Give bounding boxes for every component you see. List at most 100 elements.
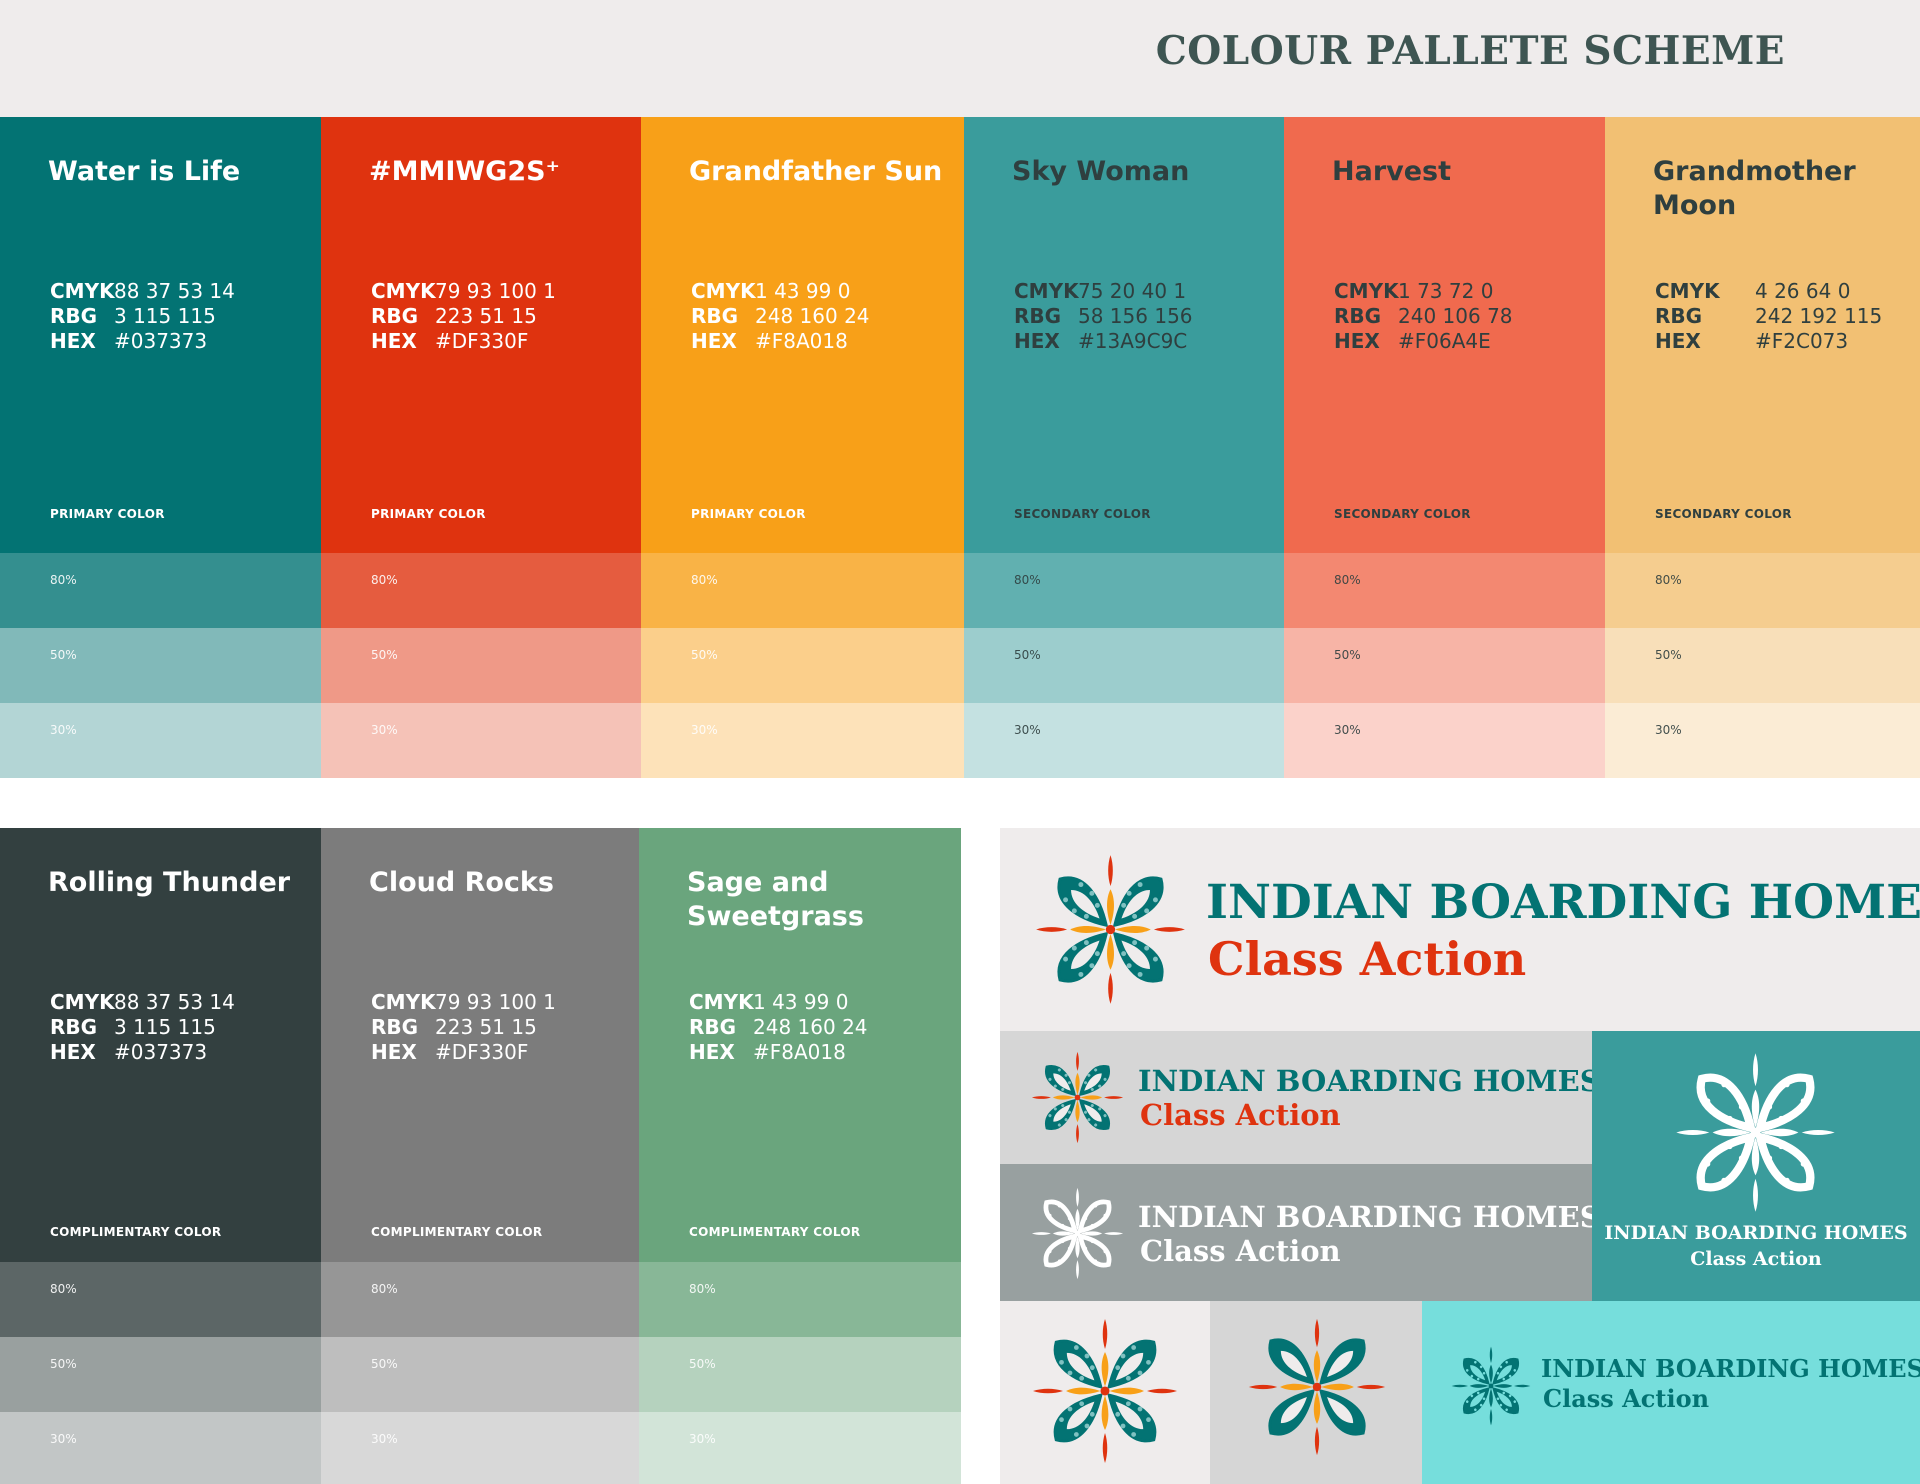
cmyk-value-row: CMYK75 20 40 1 (1014, 279, 1193, 304)
cmyk-value: 88 37 53 14 (114, 279, 235, 303)
hex-value-label: HEX (689, 1040, 735, 1064)
swatch-specs: CMYK88 37 53 14 RBG 3 115 115 HEX #037373 (50, 990, 235, 1065)
tint-label: 80% (1014, 573, 1041, 587)
rgb-value: 3 115 115 (114, 304, 216, 328)
swatch-name: Sage and Sweetgrass (687, 867, 864, 932)
tint-label: 30% (1655, 723, 1682, 737)
hex-value: #037373 (114, 1040, 208, 1064)
rgb-value: 3 115 115 (114, 1015, 216, 1039)
rgb-value-row: RBG 248 160 24 (691, 304, 870, 329)
tint-block: 30% (639, 1412, 961, 1484)
tint-block: 50% (1605, 628, 1920, 703)
cmyk-value-label: CMYK (689, 990, 754, 1014)
cmyk-value-label: CMYK (1655, 279, 1720, 303)
tint-label: 50% (691, 648, 718, 662)
page-header: COLOUR PALLETE SCHEME (0, 0, 1920, 117)
tint-label: 80% (689, 1282, 716, 1296)
rgb-value-row: RBG 58 156 156 (1014, 304, 1193, 329)
swatch-specs: CMYK1 73 72 0 RBG 240 106 78 HEX #F06A4E (1334, 279, 1513, 354)
tint-label: 80% (1334, 573, 1361, 587)
logo-title-stacked: INDIAN BOARDING HOMES (1604, 1222, 1908, 1244)
flower-logo-teal-icon (1450, 1345, 1532, 1427)
swatch-name: Rolling Thunder (48, 867, 291, 898)
hex-value: #037373 (114, 329, 208, 353)
hex-value-label: HEX (1014, 329, 1060, 353)
tint-block: 30% (641, 703, 964, 778)
swatch-role: PRIMARY COLOR (371, 507, 486, 521)
rgb-value-row: RBG 3 115 115 (50, 304, 235, 329)
swatch-role: COMPLIMENTARY COLOR (371, 1225, 543, 1239)
tint-block: 30% (321, 1412, 639, 1484)
swatch-specs: CMYK75 20 40 1 RBG 58 156 156 HEX #13A9C9C (1014, 279, 1193, 354)
cmyk-value-row: CMYK88 37 53 14 (50, 279, 235, 304)
cmyk-value-row: CMYK88 37 53 14 (50, 990, 235, 1015)
tint-block: 80% (0, 1262, 321, 1337)
rgb-value-label: RBG (1014, 304, 1062, 328)
swatch-specs: CMYK79 93 100 1 RBG 223 51 15 HEX #DF330F (371, 990, 556, 1065)
tint-block: 30% (0, 1412, 321, 1484)
tint-label: 30% (50, 1432, 77, 1446)
tint-block: 50% (1284, 628, 1605, 703)
swatch-specs: CMYK79 93 100 1 RBG 223 51 15 HEX #DF330F (371, 279, 556, 354)
swatch-specs: CMYK1 43 99 0 RBG 248 160 24 HEX #F8A018 (689, 990, 868, 1065)
rgb-value-row: RBG 223 51 15 (371, 1015, 556, 1040)
color-swatch: Grandmother Moon CMYK 4 26 64 0 RBG 242 192 … (1605, 117, 1920, 778)
tint-block: 30% (0, 703, 321, 778)
tint-label: 50% (1334, 648, 1361, 662)
swatch-main-color (641, 117, 964, 553)
tint-block: 80% (641, 553, 964, 628)
cmyk-value-row: CMYK1 43 99 0 (691, 279, 870, 304)
tint-label: 80% (50, 1282, 77, 1296)
tint-label: 30% (1014, 723, 1041, 737)
hex-value-row: HEX #DF330F (371, 329, 556, 354)
rgb-value-row: RBG 223 51 15 (371, 304, 556, 329)
hex-value-row: HEX #F06A4E (1334, 329, 1513, 354)
logo-subtitle: Class Action (1208, 932, 1527, 986)
tint-label: 50% (50, 1357, 77, 1371)
tint-label: 50% (1655, 648, 1682, 662)
tint-label: 50% (371, 648, 398, 662)
swatch-role: SECONDARY COLOR (1334, 507, 1471, 521)
hex-value-row: HEX #F2C073 (1655, 329, 1882, 354)
tint-label: 30% (691, 723, 718, 737)
rgb-value: 223 51 15 (435, 304, 537, 328)
tint-label: 80% (371, 573, 398, 587)
rgb-value-label: RBG (50, 1015, 98, 1039)
swatch-role: PRIMARY COLOR (50, 507, 165, 521)
cmyk-value-label: CMYK (371, 279, 436, 303)
swatch-role: COMPLIMENTARY COLOR (689, 1225, 861, 1239)
tint-label: 30% (50, 723, 77, 737)
hex-value-label: HEX (50, 329, 96, 353)
color-swatch: Water is Life CMYK88 37 53 14 RBG 3 115 115… (0, 117, 321, 778)
cmyk-value-label: CMYK (50, 990, 115, 1014)
rgb-value-label: RBG (50, 304, 98, 328)
cmyk-value-label: CMYK (50, 279, 115, 303)
logo-subtitle-small: Class Action (1140, 1098, 1341, 1132)
rgb-value-label: RBG (1334, 304, 1382, 328)
tint-block: 80% (1284, 553, 1605, 628)
hex-value: #F06A4E (1398, 329, 1491, 353)
swatch-main-color (1284, 117, 1605, 553)
rgb-value-label: RBG (689, 1015, 737, 1039)
swatch-main-color (1605, 117, 1920, 553)
cmyk-value-row: CMYK 4 26 64 0 (1655, 279, 1882, 304)
cmyk-value: 1 43 99 0 (753, 990, 849, 1014)
tint-label: 30% (371, 1432, 398, 1446)
rgb-value-label: RBG (371, 1015, 419, 1039)
hex-value-label: HEX (691, 329, 737, 353)
cmyk-value: 1 43 99 0 (755, 279, 851, 303)
tint-block: 50% (321, 628, 641, 703)
cmyk-value-label: CMYK (691, 279, 756, 303)
hex-value-label: HEX (1655, 329, 1701, 353)
swatch-role: SECONDARY COLOR (1014, 507, 1151, 521)
swatch-role: PRIMARY COLOR (691, 507, 806, 521)
cmyk-value-row: CMYK79 93 100 1 (371, 279, 556, 304)
tint-block: 50% (964, 628, 1284, 703)
tint-block: 80% (639, 1262, 961, 1337)
rgb-value: 223 51 15 (435, 1015, 537, 1039)
color-swatch: Grandfather Sun CMYK1 43 99 0 RBG 248 160 2… (641, 117, 964, 778)
swatch-name: Harvest (1332, 156, 1452, 187)
rgb-value-label: RBG (691, 304, 739, 328)
hex-value: #DF330F (435, 329, 529, 353)
tint-label: 30% (371, 723, 398, 737)
